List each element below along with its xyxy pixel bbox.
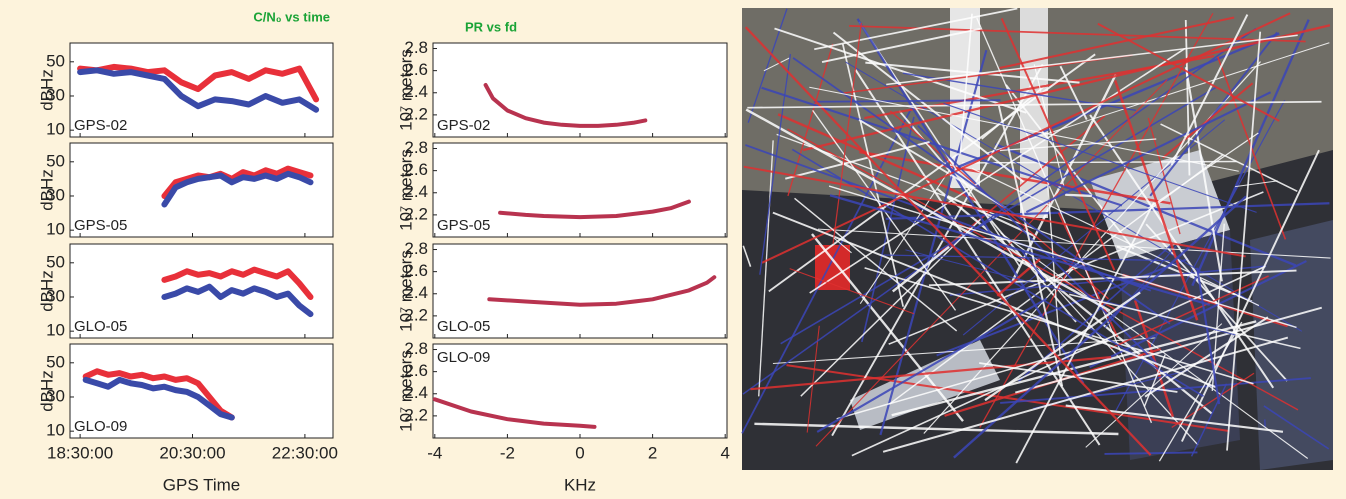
y-tick-label: 2.6 [404,160,428,179]
panel-label: GPS-05 [74,217,127,234]
x-tick-label: -4 [427,443,442,462]
panel-label: GPS-02 [437,117,490,134]
chart-title: C/N₀ vs time [253,9,330,24]
y-tick-label: 2.2 [404,104,428,123]
chart-title: PR vs fd [465,19,517,34]
y-tick-label: 2.2 [404,204,428,223]
x-tick-label: 2 [648,443,657,462]
y-tick-label: 2.8 [404,339,428,358]
y-tick-label: 2.4 [404,383,428,402]
y-tick-label: 2.8 [404,239,428,258]
y-tick-label: 10 [46,120,65,139]
y-tick-label: 2.6 [404,60,428,79]
y-tick-label: 2.6 [404,361,428,380]
y-tick-label: 30 [46,286,65,305]
y-tick-label: 50 [46,252,65,271]
y-tick-label: 2.2 [404,405,428,424]
x-tick-label: 18:30:00 [47,443,113,462]
y-tick-label: 50 [46,51,65,70]
y-tick-label: 2.4 [404,182,428,201]
x-tick-label: 20:30:00 [159,443,225,462]
y-tick-label: 2.4 [404,82,428,101]
panel-label: GPS-05 [437,217,490,234]
y-tick-label: 10 [46,321,65,340]
x-tick-label: 4 [720,443,729,462]
y-tick-label: 2.2 [404,305,428,324]
y-tick-label: 50 [46,151,65,170]
y-tick-label: 50 [46,352,65,371]
figure: C/N₀ vs timeGPS TimedBHz103050GPS-02dBHz… [0,0,1346,499]
y-tick-label: 30 [46,85,65,104]
y-tick-label: 2.8 [404,38,428,57]
panel-label: GLO-09 [437,349,490,366]
panel-label: GLO-05 [437,318,490,335]
panel-label: GPS-02 [74,117,127,134]
y-tick-label: 2.8 [404,138,428,157]
x-axis-label: KHz [564,475,596,494]
y-tick-label: 2.6 [404,261,428,280]
ray [1065,195,1092,196]
y-tick-label: 30 [46,185,65,204]
panel-label: GLO-05 [74,318,127,335]
panel-label: GLO-09 [74,418,127,435]
x-tick-label: -2 [500,443,515,462]
city-scene [742,8,1333,470]
x-tick-label: 22:30:00 [272,443,338,462]
y-tick-label: 30 [46,386,65,405]
x-axis-label: GPS Time [163,475,240,494]
x-tick-label: 0 [575,443,584,462]
y-tick-label: 2.4 [404,283,428,302]
y-tick-label: 10 [46,220,65,239]
y-tick-label: 10 [46,421,65,440]
